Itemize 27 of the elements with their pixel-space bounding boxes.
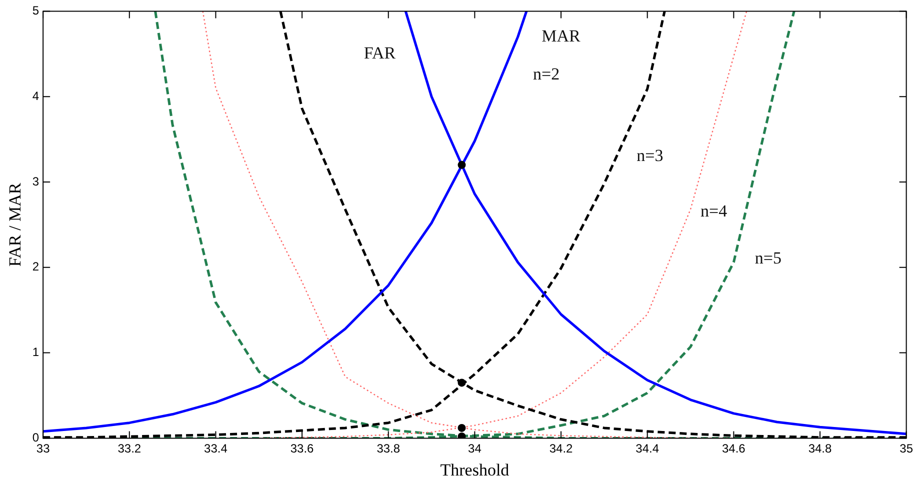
annotation: n=3: [636, 146, 664, 165]
y-tick-label: 2: [32, 260, 40, 274]
x-axis-title: Threshold: [440, 460, 510, 480]
x-tick-label: 34.2: [549, 442, 574, 456]
annotation: n=4: [700, 201, 728, 220]
y-tick-label: 5: [32, 4, 40, 18]
x-tick-label: 33.6: [290, 442, 314, 456]
x-tick-label: 33.4: [204, 442, 228, 456]
x-tick-label: 34.8: [808, 442, 832, 456]
x-tick-label: 35: [900, 442, 914, 456]
point: [458, 432, 466, 438]
x-tick-label: 34: [468, 442, 482, 456]
x-tick-label: 33.8: [376, 442, 400, 456]
annotation: n=2: [533, 64, 560, 84]
y-axis-title: FAR / MAR: [6, 182, 25, 267]
annotation: FAR: [364, 43, 396, 62]
x-tick-label: 34.6: [722, 442, 746, 456]
point: [458, 424, 466, 432]
y-tick-label: 1: [32, 345, 40, 360]
x-tick-label: 34.4: [636, 442, 660, 456]
point: [458, 378, 466, 387]
x-tick-label: 33.2: [118, 442, 142, 456]
y-tick-label: 4: [32, 88, 40, 103]
annotation: MAR: [542, 26, 582, 46]
y-tick-label: 3: [32, 174, 40, 188]
point: [458, 160, 466, 169]
annotation: n=5: [754, 248, 782, 268]
